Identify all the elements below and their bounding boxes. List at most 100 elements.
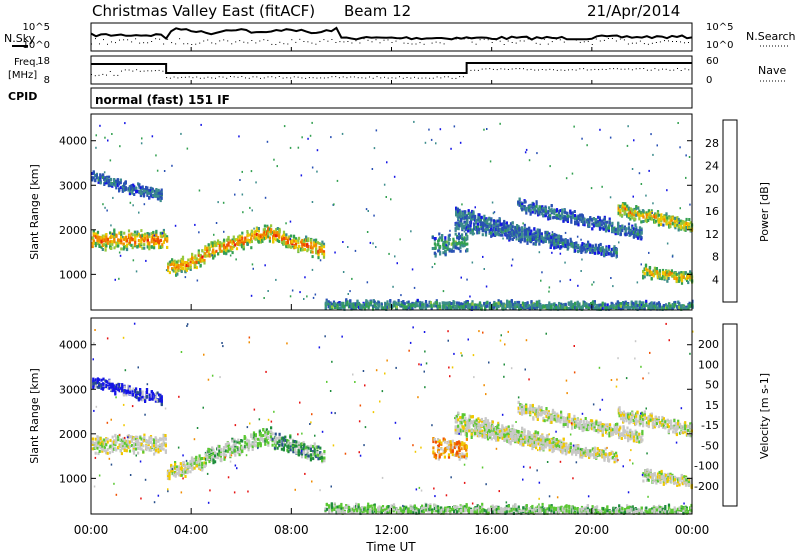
heatmap-cell xyxy=(582,216,585,220)
heatmap-cell xyxy=(674,217,677,221)
heatmap-cell xyxy=(336,305,339,309)
nave-point xyxy=(402,77,404,79)
heatmap-cell xyxy=(321,249,324,253)
heatmap-cell xyxy=(362,305,365,309)
heatmap-cell xyxy=(608,217,611,221)
nave-point xyxy=(162,70,164,72)
heatmap-cell xyxy=(120,239,123,242)
heatmap-cell xyxy=(528,307,531,311)
heatmap-cell xyxy=(647,219,650,222)
heatmap-cell xyxy=(213,254,216,258)
heatmap-cell xyxy=(589,243,592,247)
heatmap-cell xyxy=(574,214,577,217)
heatmap-cell xyxy=(466,303,469,307)
heatmap-cell xyxy=(529,208,532,212)
heatmap-cell xyxy=(467,216,470,220)
nave-point xyxy=(154,70,156,72)
heatmap-cell xyxy=(359,304,362,308)
heatmap-cell xyxy=(402,301,405,304)
heatmap-cell xyxy=(454,306,457,310)
nave-point xyxy=(263,77,265,79)
heatmap-cell xyxy=(231,251,234,255)
heatmap-cell xyxy=(619,213,622,217)
heatmap-cell xyxy=(471,306,474,309)
heatmap-cell xyxy=(322,245,326,249)
heatmap-cell xyxy=(560,245,563,249)
heatmap-cell xyxy=(657,213,660,217)
heatmap-cell xyxy=(521,232,524,236)
heatmap-cell xyxy=(546,306,549,309)
heatmap-cell xyxy=(96,242,100,246)
heatmap-cell xyxy=(493,221,496,225)
heatmap-cell xyxy=(352,303,355,307)
nave-point xyxy=(628,68,630,70)
heatmap-cell xyxy=(127,187,130,191)
heatmap-cell xyxy=(663,273,666,277)
heatmap-cell xyxy=(516,300,519,304)
heatmap-cell xyxy=(414,305,417,309)
heatmap-cell xyxy=(581,214,584,218)
heatmap-cell xyxy=(310,244,313,248)
heatmap-cell xyxy=(689,221,692,225)
heatmap-cell xyxy=(204,254,207,258)
heatmap-cell xyxy=(574,217,577,221)
heatmap-cell xyxy=(528,305,531,309)
heatmap-cell xyxy=(499,233,502,237)
freq-tick-high: 18 xyxy=(37,56,50,67)
heatmap-cell xyxy=(194,262,197,266)
heatmap-cell xyxy=(257,229,260,233)
heatmap-cell xyxy=(532,207,535,211)
nsearch-point xyxy=(668,40,669,42)
heatmap-cell xyxy=(607,226,610,230)
heatmap-cell xyxy=(638,306,641,310)
heatmap-cell xyxy=(373,300,376,304)
heatmap-cell xyxy=(297,241,300,244)
heatmap-cell xyxy=(633,213,636,217)
heatmap-cell xyxy=(663,275,666,279)
heatmap-cell xyxy=(483,301,486,305)
heatmap-cell xyxy=(118,231,121,235)
heatmap-cell xyxy=(272,236,276,240)
heatmap-cell xyxy=(360,306,363,310)
heatmap-cell xyxy=(593,251,596,255)
heatmap-cell xyxy=(113,237,116,241)
nave-point xyxy=(474,69,476,71)
heatmap-cell xyxy=(657,217,660,221)
heatmap-cell xyxy=(583,223,586,227)
heatmap-cell xyxy=(572,304,575,308)
heatmap-cell xyxy=(589,217,592,221)
heatmap-cell xyxy=(349,303,352,306)
heatmap-cell xyxy=(509,303,512,307)
heatmap-cell xyxy=(128,238,131,242)
heatmap-cell xyxy=(403,302,406,306)
nave-point xyxy=(684,68,686,70)
heatmap-cell xyxy=(278,228,281,232)
heatmap-cell xyxy=(99,179,102,183)
heatmap-cell xyxy=(325,298,328,302)
nsearch-point xyxy=(351,42,353,44)
heatmap-cell xyxy=(121,188,124,191)
heatmap-cell xyxy=(454,232,457,236)
heatmap-cell xyxy=(199,254,202,258)
heatmap-cell xyxy=(130,184,133,188)
heatmap-cell xyxy=(632,231,635,235)
heatmap-cell xyxy=(508,234,511,238)
nsearch-point xyxy=(571,38,573,40)
nsearch-point xyxy=(595,38,597,40)
heatmap-cell xyxy=(155,188,158,191)
heatmap-cell xyxy=(266,224,269,228)
heatmap-cell xyxy=(606,227,609,231)
heatmap-cell xyxy=(589,250,592,254)
heatmap-cell xyxy=(180,270,183,273)
heatmap-cell xyxy=(484,233,488,237)
heatmap-cell xyxy=(339,307,342,311)
heatmap-cell xyxy=(131,237,134,241)
heatmap-cell xyxy=(471,209,474,213)
heatmap-cell xyxy=(159,234,162,238)
heatmap-cell xyxy=(177,266,180,270)
heatmap-cell xyxy=(509,232,512,236)
heatmap-cell xyxy=(515,237,518,241)
heatmap-cell xyxy=(669,272,672,276)
heatmap-cell xyxy=(187,266,190,270)
nsearch-point xyxy=(555,38,557,40)
